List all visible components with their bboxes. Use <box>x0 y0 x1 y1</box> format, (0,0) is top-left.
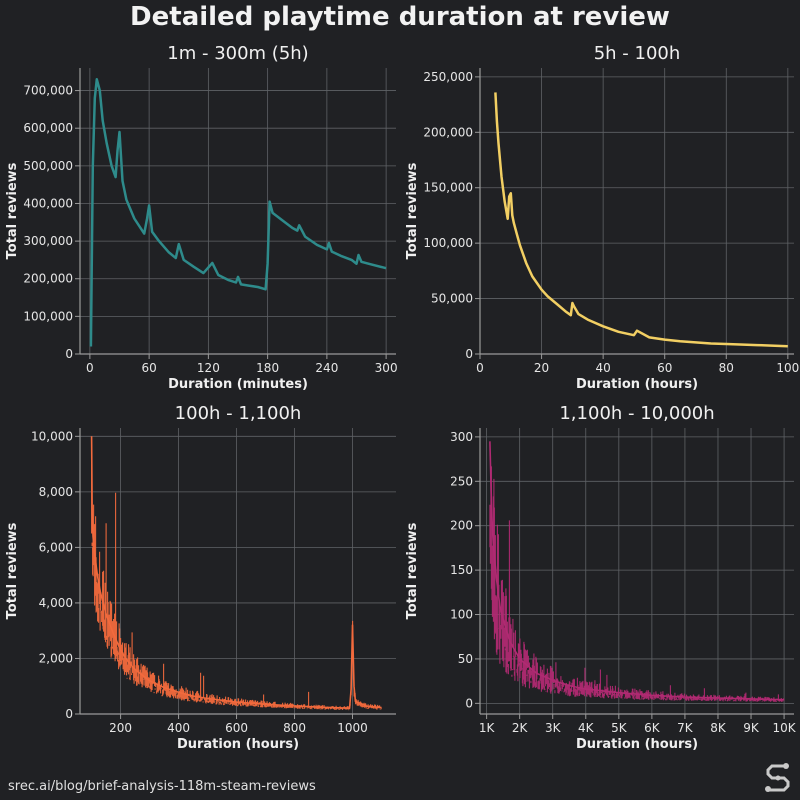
y-tick-label: 600,000 <box>23 121 73 135</box>
x-tick-label: 1K <box>479 721 496 735</box>
y-tick-label: 50 <box>458 652 473 666</box>
x-axis-label: Duration (hours) <box>576 377 698 392</box>
y-axis-label: Total reviews <box>405 162 420 259</box>
x-axis-label: Duration (minutes) <box>168 377 308 392</box>
y-tick-label: 150 <box>450 563 473 577</box>
y-tick-label: 250 <box>450 474 473 488</box>
x-tick-label: 300 <box>375 361 398 375</box>
y-tick-label: 50,000 <box>431 292 473 306</box>
figure-title: Detailed playtime duration at review <box>130 2 670 32</box>
chart-panel-2: 0 20 40 60 80 100 0 50,000 100,000 150,000 200,000… <box>405 43 799 392</box>
x-tick-label: 60 <box>657 361 672 375</box>
x-tick-label: 10K <box>773 721 797 735</box>
y-axis-label: Total reviews <box>5 522 20 619</box>
series-line <box>489 441 785 701</box>
x-tick-label: 9K <box>743 721 760 735</box>
y-tick-label: 100,000 <box>423 236 473 250</box>
x-tick-label: 1000 <box>337 721 368 735</box>
x-tick-label: 7K <box>677 721 694 735</box>
x-tick-label: 0 <box>86 361 94 375</box>
series-spikes <box>489 466 785 702</box>
y-tick-label: 150,000 <box>423 181 473 195</box>
x-tick-label: 800 <box>283 721 306 735</box>
x-tick-label: 120 <box>197 361 220 375</box>
y-tick-label: 100 <box>450 608 473 622</box>
chart-panel-4: 1K 2K 3K 4K 5K 6K 7K 8K 9K 10K 0 50 100 150 200 250 300 1… <box>405 403 797 752</box>
x-tick-label: 180 <box>256 361 279 375</box>
chart-panel-1: 0 60 120 180 240 300 0 100,000 200,000 300,000 400… <box>5 43 398 392</box>
y-tick-label: 200,000 <box>423 125 473 139</box>
x-axis-label: Duration (hours) <box>576 737 698 752</box>
x-tick-label: 4K <box>578 721 595 735</box>
x-tick-label: 3K <box>545 721 562 735</box>
x-tick-label: 6K <box>644 721 661 735</box>
y-tick-label: 10,000 <box>31 429 73 443</box>
x-tick-label: 80 <box>719 361 734 375</box>
y-tick-label: 2,000 <box>39 651 73 665</box>
x-tick-label: 20 <box>534 361 549 375</box>
x-tick-label: 100 <box>776 361 799 375</box>
y-tick-label: 200 <box>450 519 473 533</box>
x-tick-label: 0 <box>476 361 484 375</box>
y-tick-label: 4,000 <box>39 596 73 610</box>
panel-title: 1m - 300m (5h) <box>167 43 308 64</box>
y-tick-label: 6,000 <box>39 540 73 554</box>
y-tick-label: 0 <box>65 347 73 361</box>
y-tick-label: 700,000 <box>23 84 73 98</box>
y-axis-label: Total reviews <box>405 522 420 619</box>
panel-title: 5h - 100h <box>594 43 681 64</box>
x-tick-label: 60 <box>141 361 156 375</box>
y-tick-label: 8,000 <box>39 485 73 499</box>
panel-title: 100h - 1,100h <box>175 403 302 424</box>
x-tick-label: 8K <box>710 721 727 735</box>
panel-title: 1,100h - 10,000h <box>559 403 714 424</box>
y-tick-label: 0 <box>465 696 473 710</box>
series-line <box>494 92 788 348</box>
x-tick-label: 600 <box>225 721 248 735</box>
y-tick-label: 300 <box>450 430 473 444</box>
x-tick-label: 240 <box>315 361 338 375</box>
y-tick-label: 200,000 <box>23 272 73 286</box>
y-tick-label: 500,000 <box>23 159 73 173</box>
y-tick-label: 100,000 <box>23 309 73 323</box>
x-tick-label: 400 <box>167 721 190 735</box>
y-tick-label: 0 <box>465 347 473 361</box>
srec-logo-icon <box>762 760 794 796</box>
y-tick-label: 300,000 <box>23 234 73 248</box>
y-tick-label: 250,000 <box>423 70 473 84</box>
y-tick-label: 400,000 <box>23 196 73 210</box>
y-axis-label: Total reviews <box>5 162 20 259</box>
x-tick-label: 200 <box>109 721 132 735</box>
x-tick-label: 2K <box>512 721 529 735</box>
x-tick-label: 5K <box>611 721 628 735</box>
y-tick-label: 0 <box>65 707 73 721</box>
x-tick-label: 40 <box>595 361 610 375</box>
chart-panel-3: 200 400 600 800 1000 0 2,000 4,000 6,000 8,000 10,… <box>5 403 396 752</box>
source-url: srec.ai/blog/brief-analysis-118m-steam-r… <box>8 779 316 794</box>
series-line <box>90 436 382 710</box>
series-line <box>89 78 387 347</box>
x-axis-label: Duration (hours) <box>177 737 299 752</box>
